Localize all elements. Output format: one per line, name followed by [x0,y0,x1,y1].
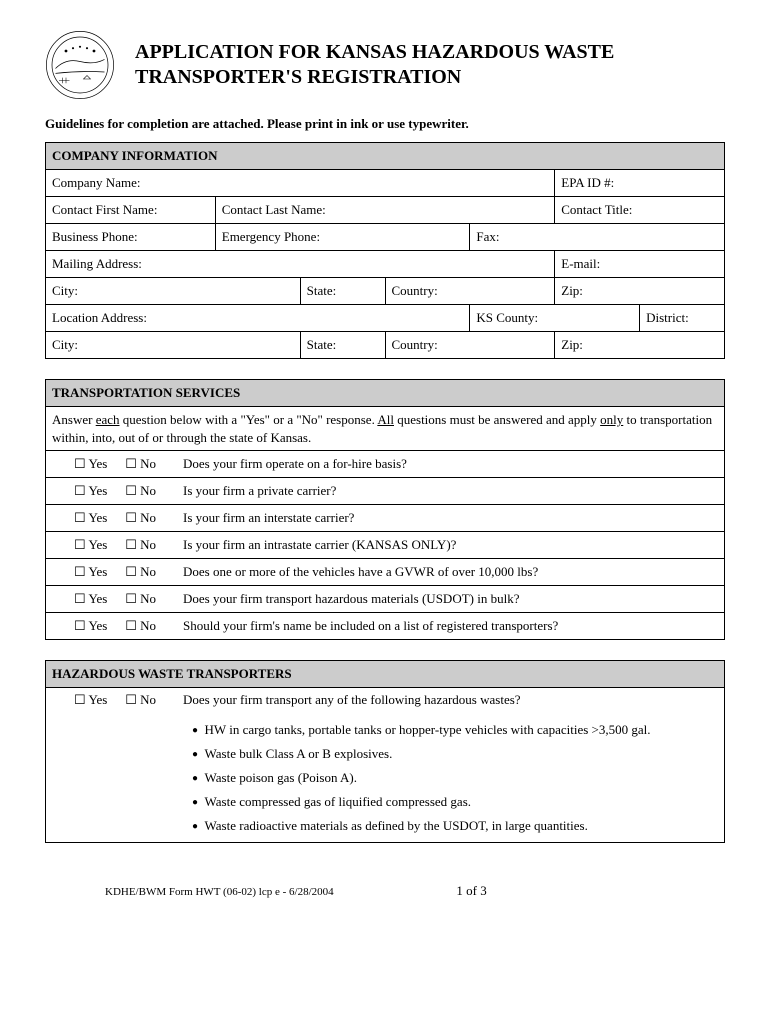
no-label: No [140,456,156,471]
checkbox-icon[interactable]: ☐ [74,483,86,498]
hwt-table: HAZARDOUS WASTE TRANSPORTERS ☐ Yes ☐ No … [45,660,725,843]
guidelines-text: Guidelines for completion are attached. … [45,116,725,132]
field-business-phone[interactable]: Business Phone: [46,224,216,251]
hwt-question: Does your firm transport any of the foll… [183,692,521,707]
footer: KDHE/BWM Form HWT (06-02) lcp e - 6/28/2… [45,883,725,899]
checkbox-icon[interactable]: ☐ [125,456,137,471]
company-info-table: COMPANY INFORMATION Company Name: EPA ID… [45,142,725,359]
yes-label: Yes [88,564,107,579]
transport-services-table: TRANSPORTATION SERVICES Answer each ques… [45,379,725,640]
field-zip-1[interactable]: Zip: [555,278,725,305]
q-text: Should your firm's name be included on a… [183,618,558,633]
transport-instructions: Answer each question below with a "Yes" … [46,407,725,451]
footer-page: 1 of 3 [456,883,486,899]
yes-label: Yes [88,456,107,471]
transport-q-2: ☐ Yes ☐ No Is your firm an interstate ca… [46,505,725,532]
q-text: Is your firm a private carrier? [183,483,336,498]
field-city-1[interactable]: City: [46,278,301,305]
transport-q-6: ☐ Yes ☐ No Should your firm's name be in… [46,613,725,640]
checkbox-icon[interactable]: ☐ [74,510,86,525]
field-mailing-address[interactable]: Mailing Address: [46,251,555,278]
transport-q-0: ☐ Yes ☐ No Does your firm operate on a f… [46,451,725,478]
checkbox-icon[interactable]: ☐ [125,510,137,525]
no-label: No [140,692,156,707]
checkbox-icon[interactable]: ☐ [125,618,137,633]
field-epa-id[interactable]: EPA ID #: [555,170,725,197]
checkbox-icon[interactable]: ☐ [125,591,137,606]
instr-mid2: questions must be answered and apply [394,412,600,427]
field-city-2[interactable]: City: [46,332,301,359]
instr-u2: All [377,412,394,427]
field-contact-last[interactable]: Contact Last Name: [215,197,555,224]
footer-left: KDHE/BWM Form HWT (06-02) lcp e - 6/28/2… [105,886,334,898]
field-contact-first[interactable]: Contact First Name: [46,197,216,224]
checkbox-icon[interactable]: ☐ [125,692,137,707]
field-ks-county[interactable]: KS County: [470,305,640,332]
hwt-bullets: HW in cargo tanks, portable tanks or hop… [192,718,718,838]
no-label: No [140,537,156,552]
field-district[interactable]: District: [640,305,725,332]
header: APPLICATION FOR KANSAS HAZARDOUS WASTE T… [45,30,725,100]
yes-label: Yes [88,483,107,498]
field-location-address[interactable]: Location Address: [46,305,470,332]
instr-mid1: question below with a "Yes" or a "No" re… [120,412,378,427]
company-info-header: COMPANY INFORMATION [46,143,725,170]
checkbox-icon[interactable]: ☐ [74,456,86,471]
field-email[interactable]: E-mail: [555,251,725,278]
instr-u1: each [96,412,120,427]
field-state-1[interactable]: State: [300,278,385,305]
state-seal-icon [45,30,115,100]
transport-header: TRANSPORTATION SERVICES [46,380,725,407]
field-company-name[interactable]: Company Name: [46,170,555,197]
page-title: APPLICATION FOR KANSAS HAZARDOUS WASTE T… [135,40,725,90]
no-label: No [140,564,156,579]
yes-label: Yes [88,591,107,606]
checkbox-icon[interactable]: ☐ [74,692,86,707]
q-text: Does your firm transport hazardous mater… [183,591,519,606]
checkbox-icon[interactable]: ☐ [74,591,86,606]
no-label: No [140,483,156,498]
yes-label: Yes [88,692,107,707]
checkbox-icon[interactable]: ☐ [74,537,86,552]
yes-label: Yes [88,537,107,552]
no-label: No [140,618,156,633]
transport-q-4: ☐ Yes ☐ No Does one or more of the vehic… [46,559,725,586]
q-text: Is your firm an interstate carrier? [183,510,354,525]
checkbox-icon[interactable]: ☐ [125,564,137,579]
hwt-bullet-1: Waste bulk Class A or B explosives. [192,742,718,766]
field-country-1[interactable]: Country: [385,278,555,305]
hwt-body: ☐ Yes ☐ No Does your firm transport any … [46,688,725,843]
field-country-2[interactable]: Country: [385,332,555,359]
hwt-bullet-3: Waste compressed gas of liquified compre… [192,790,718,814]
checkbox-icon[interactable]: ☐ [74,618,86,633]
checkbox-icon[interactable]: ☐ [125,483,137,498]
page: APPLICATION FOR KANSAS HAZARDOUS WASTE T… [0,0,770,919]
yes-label: Yes [88,510,107,525]
checkbox-icon[interactable]: ☐ [125,537,137,552]
field-state-2[interactable]: State: [300,332,385,359]
checkbox-icon[interactable]: ☐ [74,564,86,579]
transport-q-3: ☐ Yes ☐ No Is your firm an intrastate ca… [46,532,725,559]
no-label: No [140,510,156,525]
hwt-bullet-4: Waste radioactive materials as defined b… [192,814,718,838]
transport-q-5: ☐ Yes ☐ No Does your firm transport haza… [46,586,725,613]
no-label: No [140,591,156,606]
field-emergency-phone[interactable]: Emergency Phone: [215,224,470,251]
transport-q-1: ☐ Yes ☐ No Is your firm a private carrie… [46,478,725,505]
q-text: Does one or more of the vehicles have a … [183,564,538,579]
q-text: Is your firm an intrastate carrier (KANS… [183,537,456,552]
instr-pre: Answer [52,412,96,427]
q-text: Does your firm operate on a for-hire bas… [183,456,407,471]
instr-u3: only [600,412,623,427]
hwt-bullet-2: Waste poison gas (Poison A). [192,766,718,790]
field-zip-2[interactable]: Zip: [555,332,725,359]
hwt-bullet-0: HW in cargo tanks, portable tanks or hop… [192,718,718,742]
field-fax[interactable]: Fax: [470,224,725,251]
field-contact-title[interactable]: Contact Title: [555,197,725,224]
hwt-header: HAZARDOUS WASTE TRANSPORTERS [46,661,725,688]
yes-label: Yes [88,618,107,633]
